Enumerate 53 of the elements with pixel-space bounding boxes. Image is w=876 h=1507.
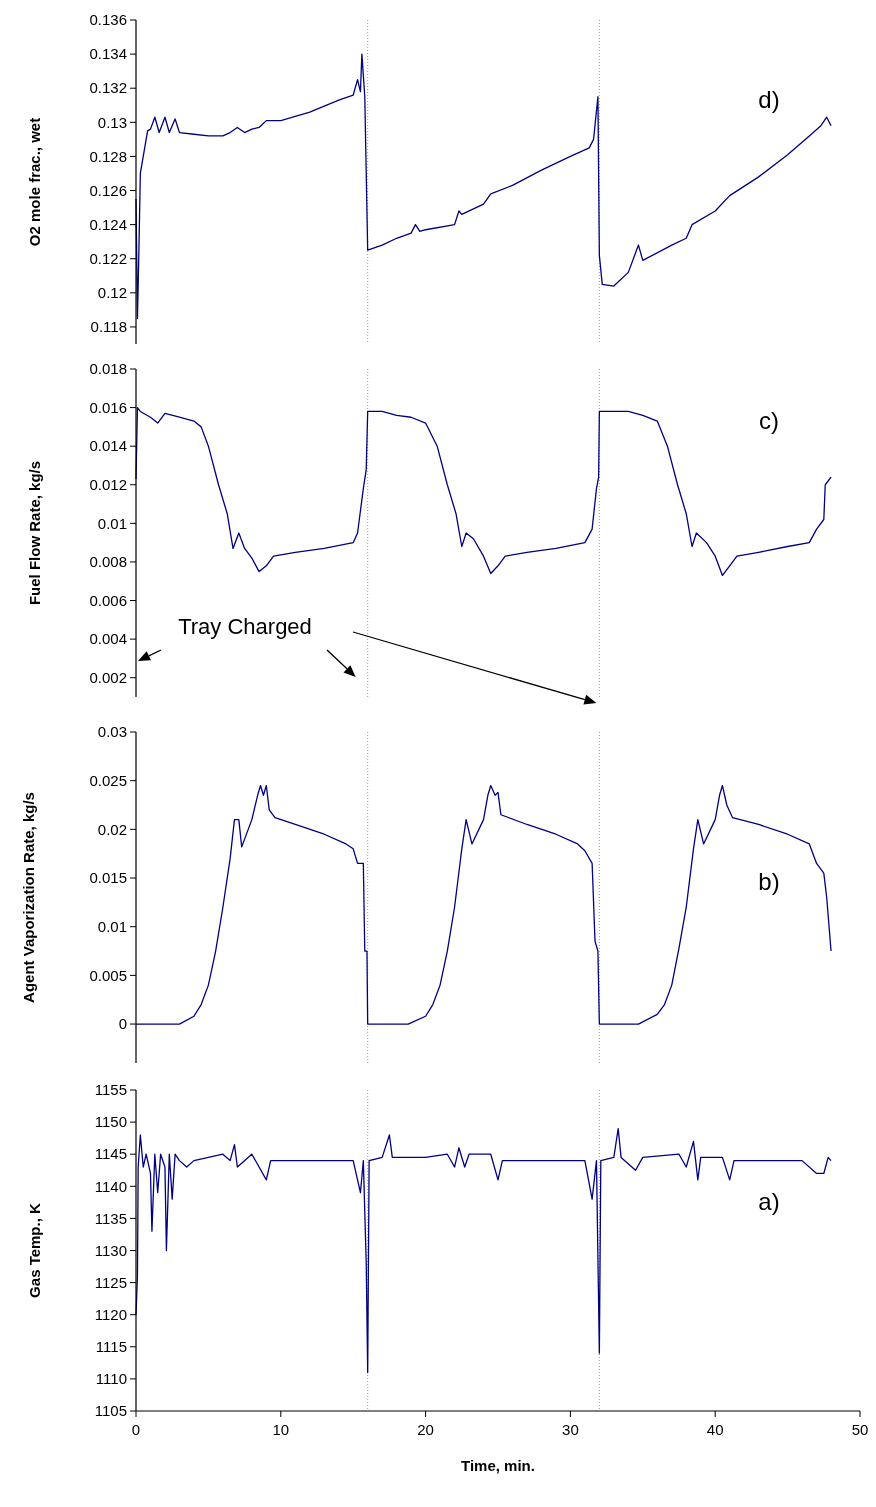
- y-axis-title: Fuel Flow Rate, kg/s: [26, 460, 43, 606]
- y-tick-label: 1140: [94, 1177, 127, 1195]
- y-tick-label: 0.13: [97, 113, 127, 131]
- y-tick-label: 0.02: [97, 820, 127, 838]
- x-tick-label: 0: [131, 1421, 141, 1438]
- y-axis-title: Agent Vaporization Rate, kg/s: [20, 792, 37, 1003]
- y-tick-label: 0.126: [89, 181, 127, 199]
- annotation: Tray Charged: [178, 613, 312, 639]
- y-tick-label: 1105: [94, 1402, 127, 1420]
- y-axis-title: O2 mole frac., wet: [26, 117, 43, 247]
- y-tick-label: 1145: [94, 1145, 127, 1163]
- y-tick-label: 0.03: [97, 723, 127, 741]
- x-tick-label: 10: [272, 1421, 290, 1438]
- y-tick-label: 1125: [94, 1273, 127, 1291]
- y-tick-label: 0.012: [89, 476, 127, 494]
- y-tick-label: 1120: [94, 1305, 127, 1323]
- y-tick-label: 0.015: [89, 869, 127, 887]
- y-tick-label: 0.004: [89, 630, 127, 648]
- y-tick-label: 0.01: [97, 514, 127, 532]
- annotation: b): [758, 868, 780, 896]
- x-axis-title: Time, min.: [461, 1457, 535, 1474]
- y-tick-label: 0.01: [97, 917, 127, 935]
- annotation: d): [758, 86, 780, 114]
- y-tick-label: 0: [118, 1015, 127, 1033]
- y-tick-label: 1155: [94, 1081, 127, 1099]
- y-tick-label: 0.132: [89, 79, 127, 97]
- y-tick-label: 0.016: [89, 398, 127, 416]
- y-tick-label: 0.118: [90, 318, 127, 336]
- y-tick-label: 0.128: [89, 147, 127, 165]
- x-tick-label: 30: [562, 1421, 579, 1438]
- y-tick-label: 0.025: [89, 771, 127, 789]
- y-tick-label: 0.136: [89, 11, 127, 29]
- y-tick-label: 0.018: [89, 360, 127, 378]
- y-tick-label: 0.134: [89, 45, 127, 63]
- y-tick-label: 1135: [94, 1209, 127, 1227]
- annotation: a): [758, 1188, 780, 1216]
- y-tick-label: 1110: [95, 1370, 127, 1388]
- y-axis-title: Gas Temp., K: [26, 1202, 43, 1298]
- y-tick-label: 0.006: [89, 591, 127, 609]
- y-tick-label: 0.005: [89, 966, 127, 984]
- y-tick-label: 0.122: [89, 249, 127, 267]
- y-tick-label: 1150: [94, 1113, 127, 1131]
- x-tick-label: 50: [851, 1421, 869, 1438]
- y-tick-label: 0.124: [89, 215, 127, 233]
- x-tick-label: 40: [706, 1421, 724, 1438]
- y-tick-label: 0.12: [97, 284, 127, 302]
- y-tick-label: 1130: [94, 1241, 127, 1259]
- annotation: c): [759, 407, 779, 435]
- x-tick-label: 20: [417, 1421, 434, 1438]
- y-tick-label: 0.008: [89, 553, 127, 571]
- y-tick-label: 1115: [95, 1338, 127, 1356]
- y-tick-label: 0.002: [89, 668, 127, 686]
- y-tick-label: 0.014: [89, 437, 127, 455]
